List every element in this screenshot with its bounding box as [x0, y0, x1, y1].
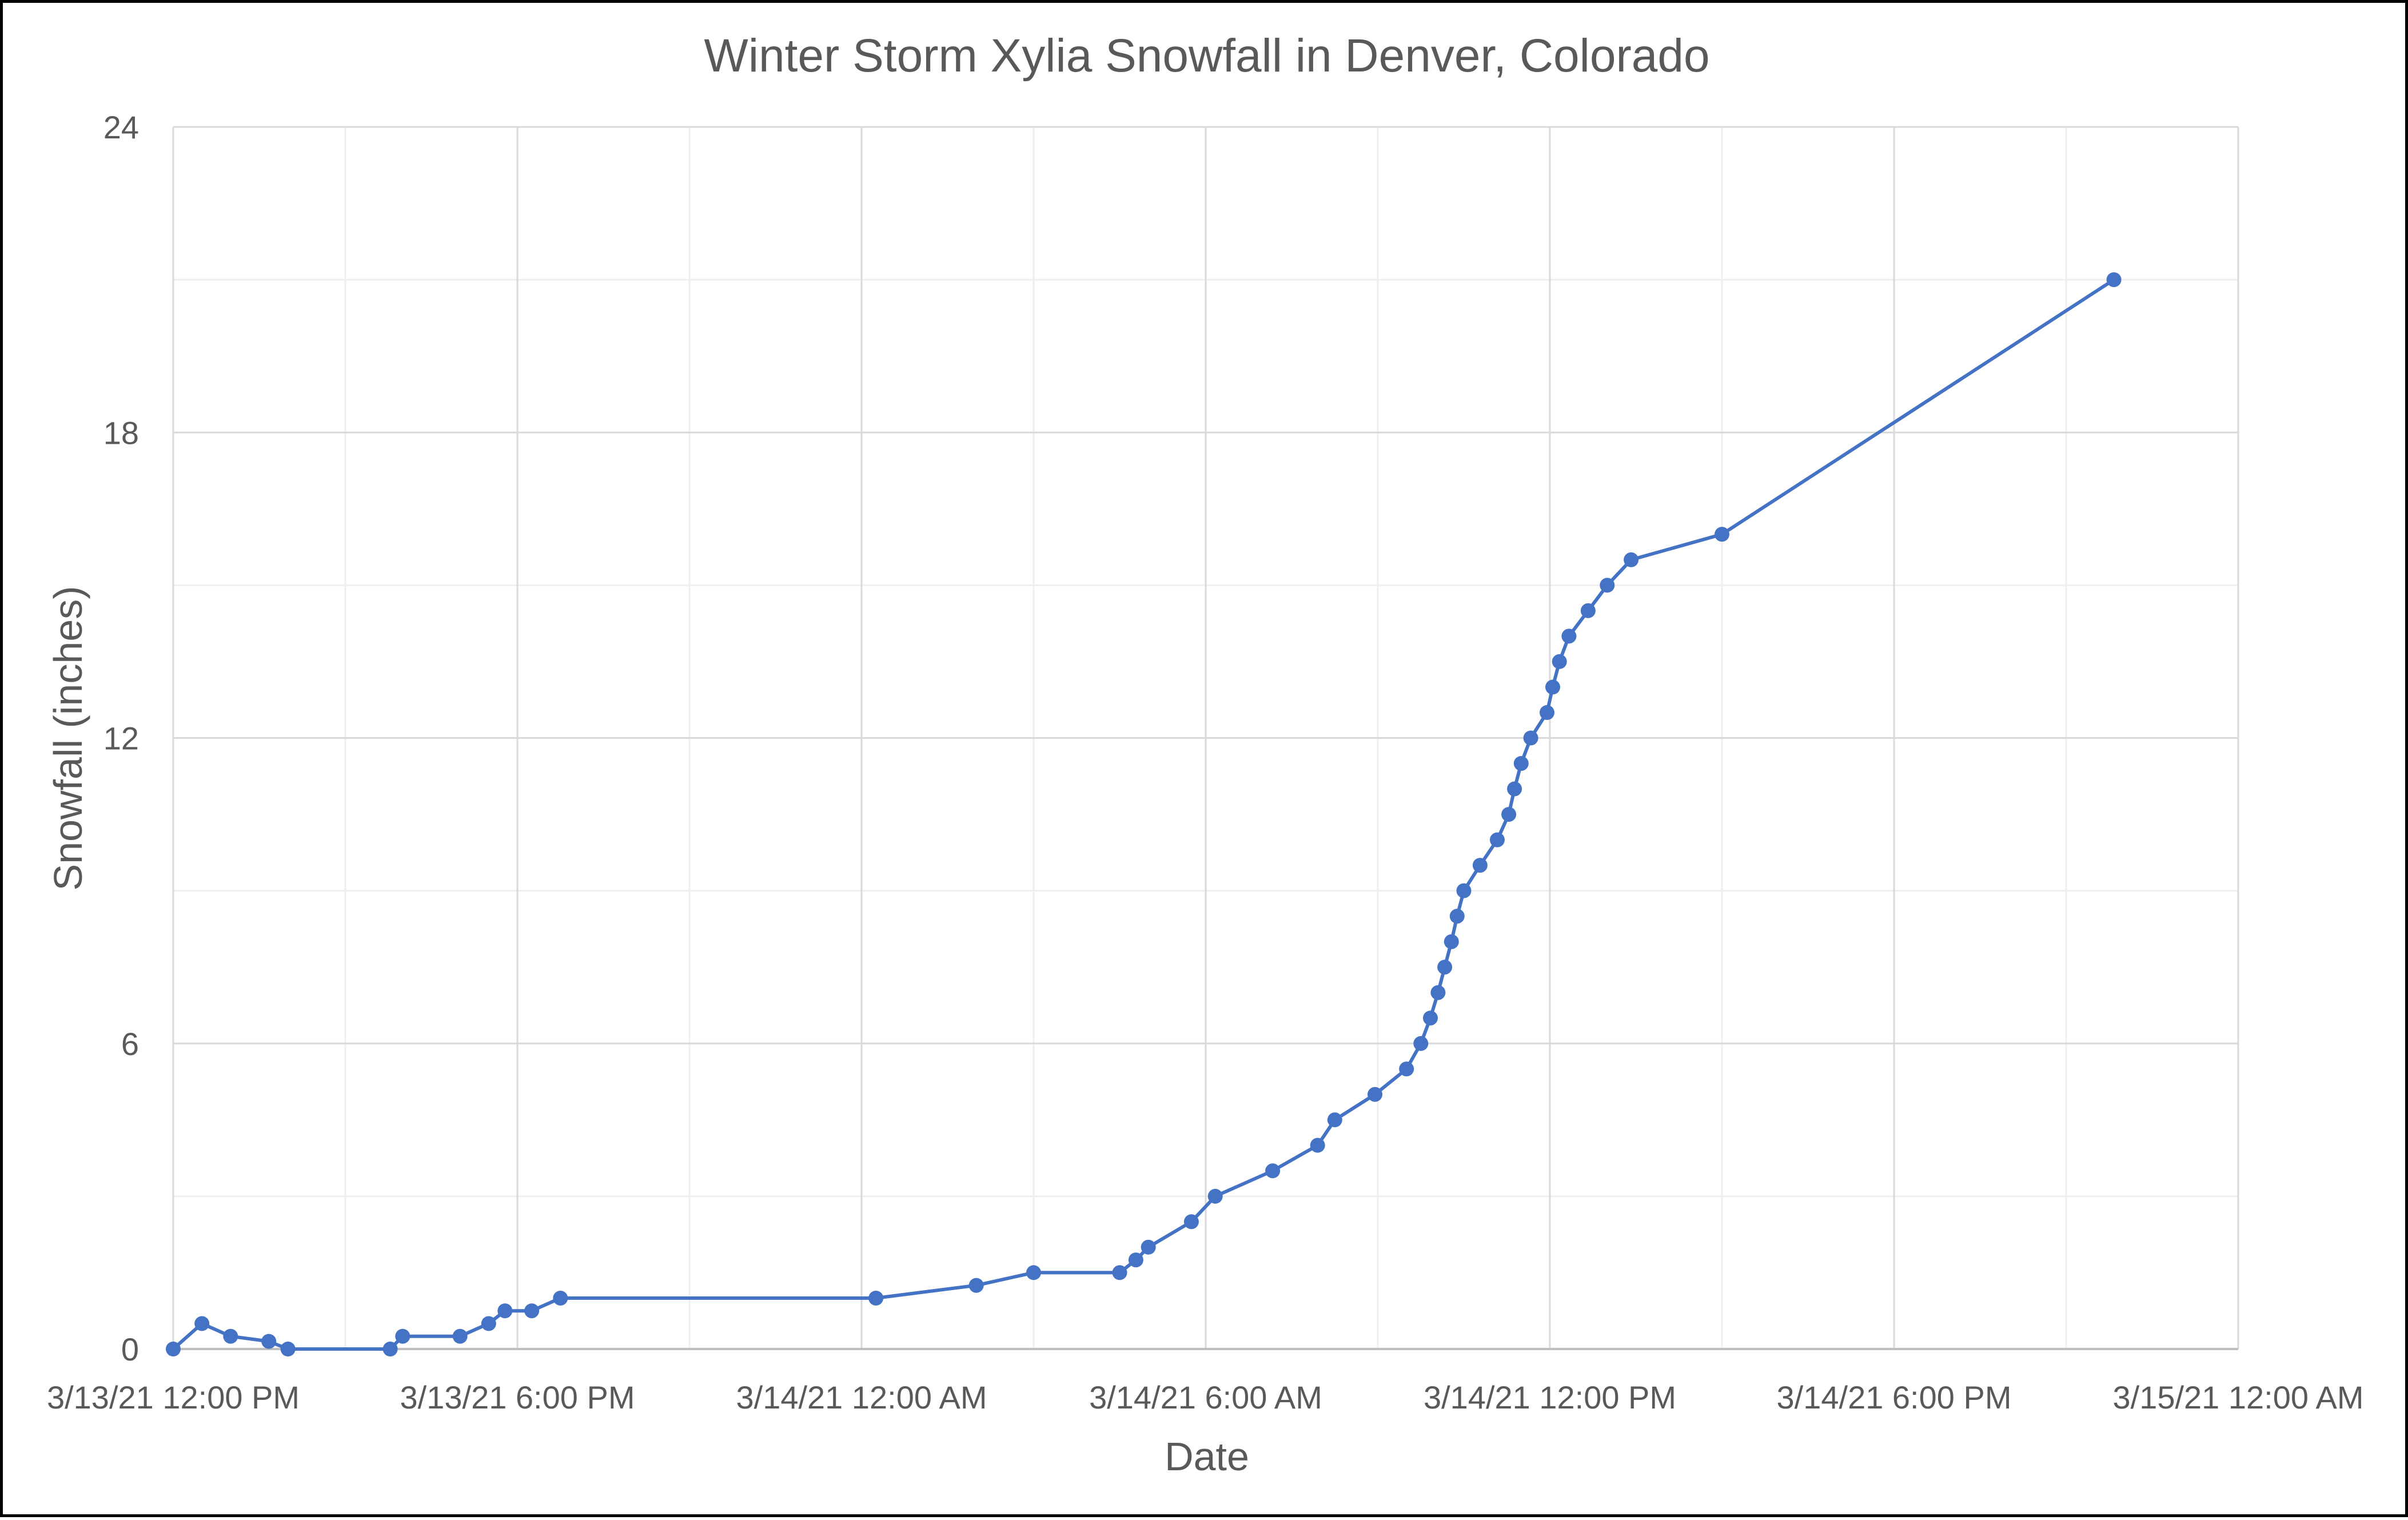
data-point	[280, 1342, 296, 1356]
x-tick-label: 3/14/21 12:00 PM	[1424, 1379, 1676, 1415]
data-point	[2106, 272, 2122, 288]
x-tick-label: 3/13/21 6:00 PM	[400, 1379, 635, 1415]
data-point	[1580, 603, 1596, 618]
y-axis-title: Snowfall (inches)	[46, 586, 90, 891]
chart-title: Winter Storm Xylia Snowfall in Denver, C…	[704, 30, 1709, 82]
snowfall-line-chart: 0 6 12 18 24 3/13/21 12:00 PM 3/13/21 6:00 PM 3…	[46, 30, 2364, 1479]
data-point	[1430, 985, 1446, 1000]
data-point	[553, 1291, 568, 1306]
data-point	[1141, 1239, 1156, 1255]
data-point	[481, 1316, 496, 1331]
y-tick-label: 18	[103, 415, 139, 451]
data-point	[1545, 679, 1560, 695]
data-point	[1523, 730, 1538, 746]
data-point	[1368, 1087, 1382, 1102]
tick-labels: 0 6 12 18 24 3/13/21 12:00 PM 3/13/21 6:00 PM 3…	[47, 109, 2364, 1415]
data-point	[497, 1303, 513, 1319]
data-point	[1026, 1265, 1041, 1280]
y-tick-label: 6	[121, 1026, 139, 1062]
x-tick-label: 3/14/21 12:00 AM	[736, 1379, 987, 1415]
data-point	[1456, 883, 1472, 898]
data-point	[1423, 1010, 1438, 1026]
data-point	[1600, 578, 1615, 593]
data-point	[868, 1291, 884, 1306]
data-point	[1444, 934, 1459, 949]
data-point	[194, 1316, 210, 1331]
data-point	[166, 1342, 181, 1356]
data-point	[1490, 832, 1505, 847]
x-tick-label: 3/13/21 12:00 PM	[47, 1379, 300, 1415]
data-point	[382, 1342, 398, 1356]
data-point	[1413, 1036, 1429, 1051]
data-point	[395, 1328, 410, 1344]
x-tick-label: 3/15/21 12:00 AM	[2112, 1379, 2363, 1415]
y-tick-label: 0	[121, 1331, 139, 1367]
data-point	[524, 1303, 540, 1319]
data-point	[1472, 858, 1488, 873]
data-point	[1207, 1188, 1223, 1204]
series-line	[172, 278, 2116, 1351]
data-point	[1715, 527, 1729, 542]
data-point	[1112, 1265, 1127, 1280]
data-point	[1449, 909, 1465, 924]
data-point	[1540, 705, 1554, 720]
x-tick-label: 3/14/21 6:00 PM	[1777, 1379, 2012, 1415]
data-point	[223, 1328, 238, 1344]
data-point	[1501, 807, 1517, 822]
data-point	[1310, 1137, 1325, 1153]
data-point	[1552, 654, 1567, 669]
gridlines	[172, 126, 2239, 1349]
data-point	[1399, 1061, 1414, 1077]
data-point	[1513, 756, 1529, 771]
data-point	[1507, 781, 1522, 797]
data-point	[452, 1328, 468, 1344]
data-point	[261, 1334, 277, 1349]
data-point	[1183, 1214, 1199, 1229]
series-layer	[166, 272, 2122, 1356]
data-point	[1128, 1252, 1143, 1268]
y-tick-label: 12	[103, 721, 139, 757]
data-point	[1437, 960, 1453, 975]
y-tick-label: 24	[103, 109, 139, 145]
data-point	[1624, 552, 1639, 567]
data-point	[1265, 1163, 1281, 1179]
x-axis-title: Date	[1165, 1434, 1249, 1479]
data-point	[968, 1278, 984, 1293]
x-tick-label: 3/14/21 6:00 AM	[1089, 1379, 1322, 1415]
data-point	[1561, 628, 1577, 644]
data-point	[1327, 1112, 1342, 1128]
